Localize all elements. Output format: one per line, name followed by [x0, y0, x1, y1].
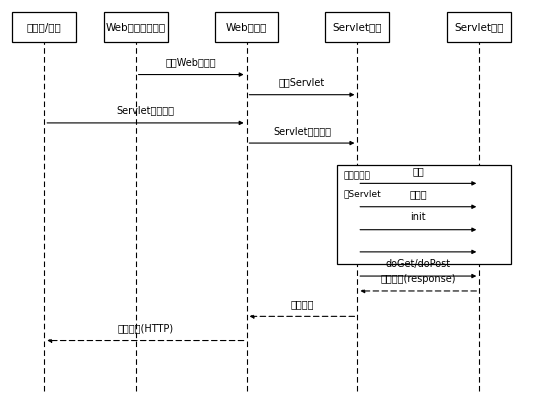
Bar — [104, 12, 167, 42]
Text: Servlet访问请求: Servlet访问请求 — [273, 126, 331, 136]
Bar — [448, 12, 511, 42]
Bar — [215, 12, 279, 42]
Bar — [326, 12, 389, 42]
Text: 调用返回: 调用返回 — [290, 299, 314, 309]
Bar — [12, 12, 76, 42]
Text: 载入: 载入 — [412, 166, 424, 176]
Text: init: init — [411, 212, 426, 222]
Text: Servlet实例: Servlet实例 — [454, 22, 504, 32]
Text: doGet/doPost: doGet/doPost — [386, 259, 451, 269]
Text: 启动Servlet: 启动Servlet — [279, 77, 325, 87]
Text: 该Servlet: 该Servlet — [343, 189, 381, 198]
Text: 启动Web服务器: 启动Web服务器 — [166, 57, 217, 67]
Text: 调用返回(response): 调用返回(response) — [381, 274, 456, 284]
Text: 实例化: 实例化 — [409, 189, 427, 199]
Text: Web服务器: Web服务器 — [226, 22, 267, 32]
Text: 浏览器/用户: 浏览器/用户 — [27, 22, 61, 32]
Text: Web服务器管理员: Web服务器管理员 — [106, 22, 166, 32]
Text: 调用返回(HTTP): 调用返回(HTTP) — [117, 323, 173, 333]
Text: Servlet容器: Servlet容器 — [332, 22, 382, 32]
Text: 第一次访问: 第一次访问 — [343, 171, 371, 180]
Bar — [337, 165, 511, 264]
Text: Servlet访问请求: Servlet访问请求 — [116, 106, 175, 116]
